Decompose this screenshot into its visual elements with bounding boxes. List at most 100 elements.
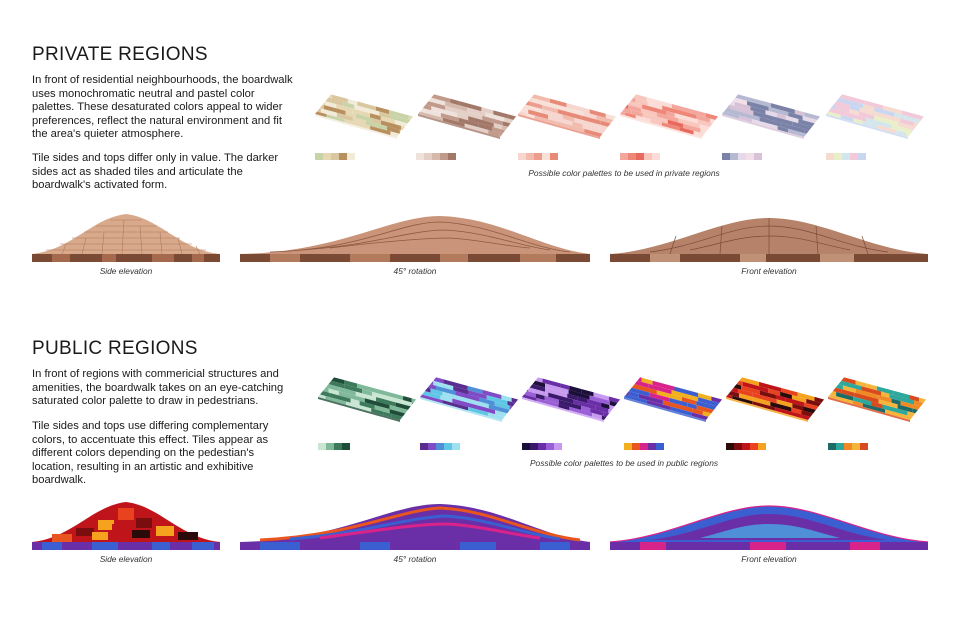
swatch-1 [420,443,428,450]
swatch-4 [339,153,347,160]
swatch-4 [542,153,550,160]
public-swatch-strip-3 [522,443,562,450]
swatch-4 [750,443,758,450]
private-rotation-caption: 45° rotation [393,266,437,276]
private-rotation-elevation [240,216,590,262]
private-palette-caption: Possible color palettes to be used in pr… [528,168,720,178]
private-palette-tile-5 [722,92,822,139]
private-palette-tile-4 [620,92,720,139]
swatch-2 [424,153,432,160]
swatch-5 [754,153,762,160]
private-palette-tile-2 [418,92,518,139]
swatch-1 [315,153,323,160]
public-side-caption: Side elevation [99,554,153,564]
swatch-3 [334,443,342,450]
swatch-1 [828,443,836,450]
private-swatch-strip-4 [620,153,660,160]
swatch-4 [852,443,860,450]
swatch-3 [742,443,750,450]
swatch-2 [628,153,636,160]
public-side-elevation [32,502,220,550]
swatch-5 [347,153,355,160]
swatch-4 [444,443,452,450]
public-swatch-strip-4 [624,443,664,450]
swatch-2 [530,443,538,450]
private-palette-tile-6 [826,92,926,139]
swatch-5 [452,443,460,450]
swatch-1 [522,443,530,450]
private-swatch-strip-5 [722,153,762,160]
swatch-5 [758,443,766,450]
swatch-5 [656,443,664,450]
public-palette-caption: Possible color palettes to be used in pu… [529,458,719,468]
private-palette-tile-3 [518,92,618,139]
swatch-2 [428,443,436,450]
private-swatch-strip-2 [416,153,456,160]
swatch-1 [620,153,628,160]
swatch-3 [331,153,339,160]
public-description: In front of regions with commericial str… [32,368,284,408]
swatch-3 [640,443,648,450]
swatch-4 [746,153,754,160]
public-regions-title: PUBLIC REGIONS [32,338,198,359]
private-side-caption: Side elevation [99,266,153,276]
swatch-5 [554,443,562,450]
swatch-2 [632,443,640,450]
public-swatch-strip-2 [420,443,460,450]
swatch-3 [432,153,440,160]
public-palette-tile-3 [522,375,622,422]
swatch-2 [730,153,738,160]
public-front-elevation [609,505,929,550]
swatch-2 [734,443,742,450]
private-swatch-strip-1 [315,153,355,160]
swatch-3 [538,443,546,450]
private-regions-title: PRIVATE REGIONS [32,44,208,65]
swatch-5 [550,153,558,160]
public-swatch-strip-1 [318,443,350,450]
public-rotation-caption: 45° rotation [393,554,437,564]
public-palette-tile-4 [624,375,724,422]
swatch-3 [636,153,644,160]
swatch-2 [834,153,842,160]
private-description: In front of residential neighbourhoods, … [32,74,293,141]
private-front-elevation [610,218,928,262]
swatch-4 [850,153,858,160]
swatch-1 [722,153,730,160]
swatch-4 [648,443,656,450]
swatch-1 [416,153,424,160]
public-palette-tile-6 [828,375,928,422]
swatch-3 [842,153,850,160]
swatch-1 [624,443,632,450]
swatch-2 [836,443,844,450]
swatch-2 [323,153,331,160]
swatch-1 [518,153,526,160]
swatch-4 [644,153,652,160]
swatch-5 [448,153,456,160]
swatch-1 [726,443,734,450]
public-palette-tile-2 [420,375,520,422]
swatch-2 [326,443,334,450]
swatch-1 [826,153,834,160]
swatch-2 [526,153,534,160]
private-swatch-strip-3 [518,153,558,160]
public-palette-tile-1 [318,375,418,422]
private-swatch-strip-6 [826,153,866,160]
public-tile-description: Tile sides and tops use differing comple… [32,420,269,487]
private-side-elevation [32,214,220,262]
public-swatch-strip-5 [726,443,766,450]
private-tile-description: Tile sides and tops differ only in value… [32,152,279,192]
swatch-3 [534,153,542,160]
public-palette-tile-5 [726,375,826,422]
swatch-4 [546,443,554,450]
private-side-mound [32,214,220,255]
swatch-4 [440,153,448,160]
public-swatch-strip-6 [828,443,868,450]
swatch-4 [342,443,350,450]
swatch-5 [860,443,868,450]
swatch-5 [858,153,866,160]
public-front-caption: Front elevation [741,554,797,564]
swatch-1 [318,443,326,450]
private-side-base [32,254,220,262]
public-rotation-elevation [240,504,590,550]
private-front-caption: Front elevation [741,266,797,276]
